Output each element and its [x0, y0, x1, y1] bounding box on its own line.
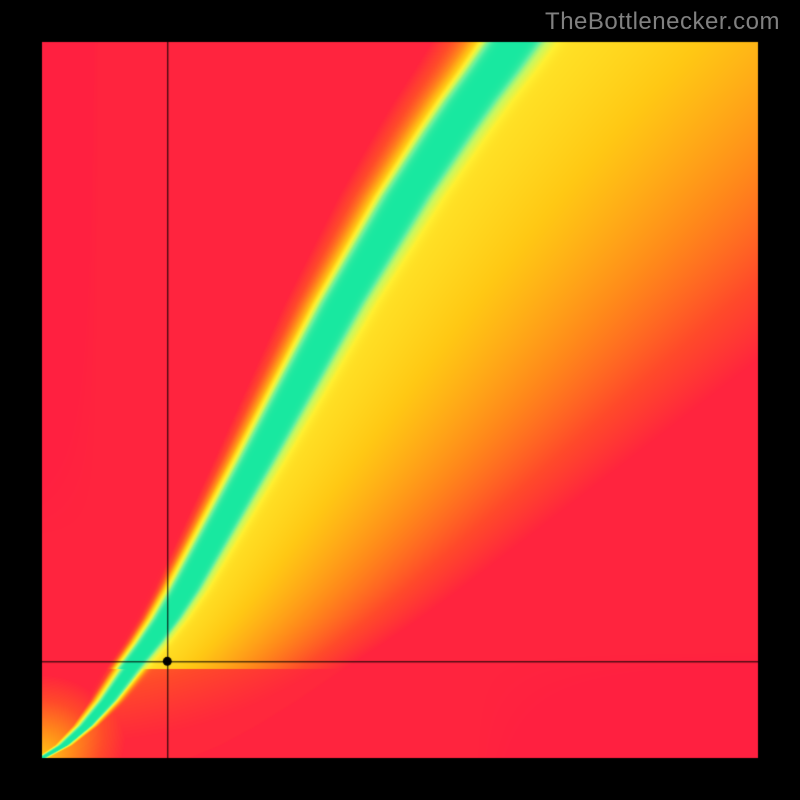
watermark-label: TheBottlenecker.com: [545, 8, 780, 36]
bottleneck-heatmap: [0, 0, 800, 800]
chart-container: TheBottlenecker.com: [0, 0, 800, 800]
